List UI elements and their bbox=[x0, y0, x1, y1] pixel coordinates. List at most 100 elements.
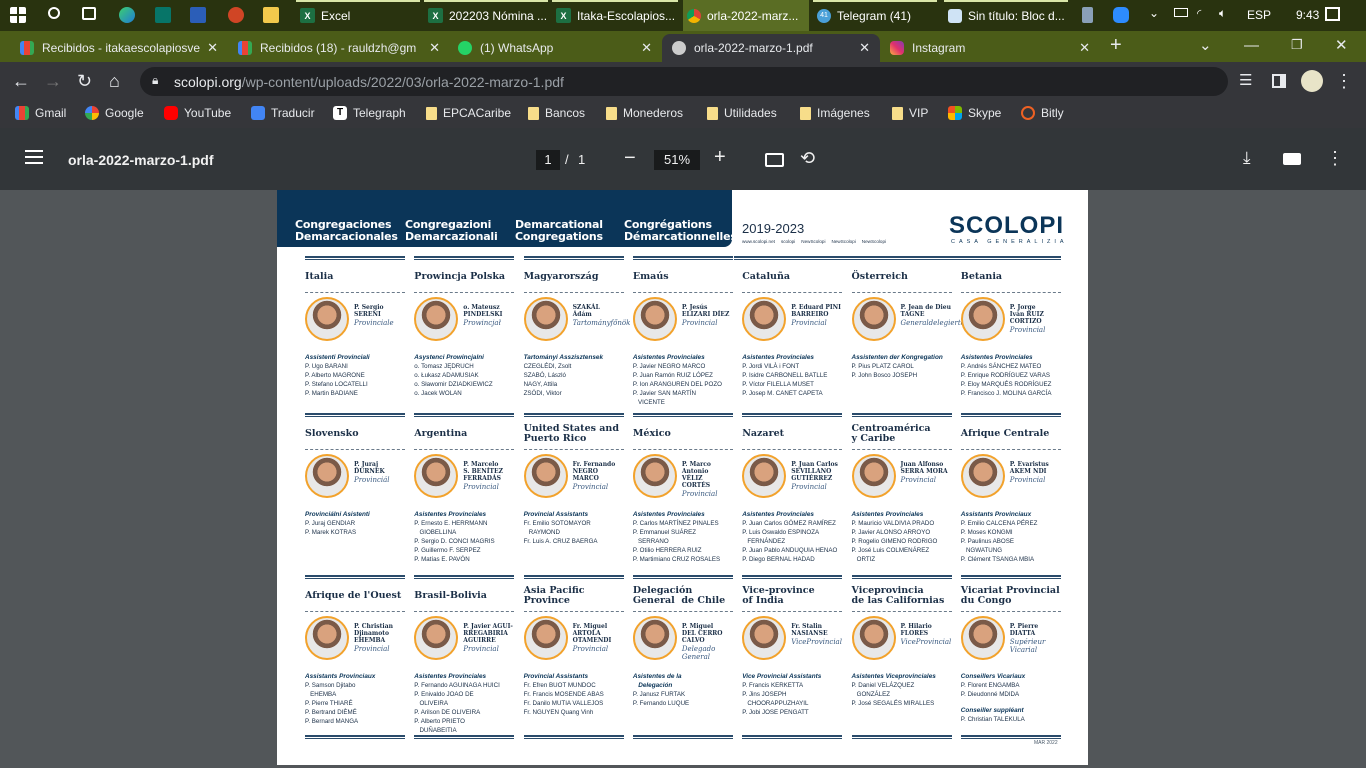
bookmark-traducir[interactable]: Traducir bbox=[251, 106, 315, 120]
task-view-icon[interactable] bbox=[82, 7, 96, 20]
dashed-divider bbox=[742, 449, 843, 450]
social-instagram[interactable]: NewScolopi bbox=[861, 239, 887, 244]
taskbar-app-chrome[interactable]: orla-2022-marz... bbox=[683, 0, 809, 31]
download-icon[interactable]: ⤓ bbox=[1243, 148, 1251, 167]
demarcation-card: Brasil-Bolivia P. Javier AGUI- RREGABIRI… bbox=[414, 575, 515, 735]
forward-icon[interactable]: → bbox=[44, 71, 62, 91]
dashed-divider bbox=[851, 611, 952, 612]
more-menu-icon[interactable]: ⋮ bbox=[1335, 71, 1353, 91]
zoom-level-input[interactable]: 51% bbox=[654, 150, 700, 170]
menu-icon[interactable] bbox=[25, 150, 43, 164]
assistant-name: Fr. Emilio SOTOMAYOR RAYMOND bbox=[523, 520, 591, 536]
assistant-name: Fr. NGUYEN Quang Vinh bbox=[523, 708, 594, 716]
tab-gmail-itaka[interactable]: Recibidos - itakaescolapiosve ✕ bbox=[10, 34, 228, 62]
taskbar-app-telegram[interactable]: 41 Telegram (41) bbox=[813, 0, 937, 31]
notifications-icon[interactable] bbox=[1325, 7, 1340, 21]
side-panel-icon[interactable] bbox=[1272, 74, 1286, 88]
social-facebook[interactable]: scolopi bbox=[780, 239, 796, 244]
search-icon[interactable] bbox=[48, 7, 60, 19]
assistants-label: Provincial Assistants bbox=[523, 511, 588, 518]
rotate-icon[interactable]: ⟲ bbox=[800, 148, 816, 168]
print-icon[interactable] bbox=[1283, 153, 1301, 165]
provincial-name: P. Sergio SERENI bbox=[354, 304, 384, 318]
taskbar-app-notepad[interactable]: Sin título: Bloc d... bbox=[944, 0, 1068, 31]
tab-search-chevron-icon[interactable]: ⌄ bbox=[1199, 37, 1212, 54]
demarcation-card: Argentina P. Marcelo S. BENÍTEZ FERRADÁS… bbox=[414, 413, 515, 573]
zoom-app-icon[interactable] bbox=[1113, 7, 1129, 23]
provincial-photo bbox=[414, 454, 459, 498]
browser-tab-strip: Recibidos - itakaescolapiosve ✕ Recibidos… bbox=[0, 31, 1366, 62]
bookmark-label: Bitly bbox=[1041, 106, 1064, 120]
calculator-icon[interactable] bbox=[1082, 7, 1093, 23]
back-icon[interactable]: ← bbox=[12, 71, 30, 91]
page-number-input[interactable]: 1 bbox=[536, 150, 560, 170]
close-tab-icon[interactable]: ✕ bbox=[859, 40, 870, 55]
bookmark-folder-bancos[interactable]: Bancos bbox=[528, 106, 585, 120]
restore-button[interactable]: ❐ bbox=[1291, 37, 1303, 52]
bookmark-folder-imagenes[interactable]: Imágenes bbox=[800, 106, 870, 120]
demarcation-card: Emaús P. Jesús ELIZARI DÍEZ Provincial As… bbox=[632, 256, 733, 416]
assistant-name: P. Christian TALEKULA bbox=[960, 715, 1025, 723]
tab-gmail-rauldzh[interactable]: Recibidos (18) - rauldzh@gm ✕ bbox=[228, 34, 450, 62]
reload-icon[interactable]: ↻ bbox=[77, 71, 93, 91]
telegram-icon: 41 bbox=[817, 8, 831, 23]
bookmark-gmail[interactable]: Gmail bbox=[15, 106, 66, 120]
taskbar-app-excel-nomina[interactable]: X 202203 Nómina ... bbox=[424, 0, 548, 31]
bookmark-skype[interactable]: Skype bbox=[948, 106, 1001, 120]
close-tab-icon[interactable]: ✕ bbox=[1079, 40, 1090, 55]
file-explorer-icon[interactable] bbox=[263, 7, 279, 23]
assistant-name: P. Diego BERNAL HADAD bbox=[742, 555, 815, 563]
bookmark-folder-monederos[interactable]: Monederos bbox=[606, 106, 683, 120]
bookmark-folder-epcacaribe[interactable]: EPCACaribe bbox=[426, 106, 511, 120]
zoom-out-icon[interactable]: − bbox=[624, 147, 636, 169]
social-web[interactable]: www.scolopi.net bbox=[742, 239, 775, 244]
close-tab-icon[interactable]: ✕ bbox=[641, 40, 652, 55]
assistant-name: P. Jins JOSEPH CHOORAPPUZHAYIL bbox=[742, 690, 809, 707]
close-tab-icon[interactable]: ✕ bbox=[207, 40, 218, 55]
section-rule bbox=[851, 413, 952, 417]
publisher-icon[interactable] bbox=[155, 7, 171, 23]
social-youtube[interactable]: NewScolopi bbox=[831, 239, 856, 244]
language-indicator[interactable]: ESP bbox=[1247, 8, 1272, 22]
volume-icon[interactable]: 🔈︎ bbox=[1219, 6, 1227, 20]
bookmark-bitly[interactable]: Bitly bbox=[1021, 106, 1064, 120]
bookmark-youtube[interactable]: YouTube bbox=[164, 106, 231, 120]
more-actions-icon[interactable]: ⋮ bbox=[1326, 148, 1344, 168]
clock[interactable]: 9:43 bbox=[1296, 8, 1320, 22]
word-icon[interactable] bbox=[190, 7, 206, 23]
close-window-button[interactable]: ✕ bbox=[1335, 37, 1348, 54]
address-bar[interactable]: 🔒︎ scolopi.org/wp-content/uploads/2022/0… bbox=[140, 67, 1228, 96]
new-tab-button[interactable]: + bbox=[1110, 34, 1122, 56]
windows-start-icon[interactable] bbox=[10, 7, 26, 23]
fit-to-page-icon[interactable] bbox=[765, 153, 784, 167]
assistants-label: Conseiller suppléant bbox=[960, 706, 1024, 714]
provincial-block: P. Juraj ĎURNEK Provinciál bbox=[354, 461, 418, 484]
chevron-up-icon[interactable]: ⌄ bbox=[1149, 6, 1160, 20]
media-control-icon[interactable]: ☰ bbox=[1239, 72, 1253, 89]
profile-avatar[interactable] bbox=[1301, 70, 1323, 92]
assistant-name: P. Eloy MARQUÉS RODRÍGUEZ bbox=[960, 380, 1052, 388]
demarcation-card: Afrique de l'Ouest P. Christian Djinamot… bbox=[305, 575, 405, 735]
bookmark-telegraph[interactable]: T Telegraph bbox=[333, 106, 406, 120]
bookmark-google[interactable]: Google bbox=[85, 106, 144, 120]
powerpoint-icon[interactable] bbox=[228, 7, 244, 23]
social-twitter[interactable]: NewScolopi bbox=[801, 239, 826, 244]
assistants-label: Tartományi Asszisztensek bbox=[523, 354, 604, 361]
minimize-button[interactable]: — bbox=[1244, 36, 1259, 54]
tab-whatsapp[interactable]: (1) WhatsApp ✕ bbox=[448, 34, 662, 62]
bookmark-label: EPCACaribe bbox=[443, 106, 512, 120]
taskbar-app-excel[interactable]: X Excel bbox=[296, 0, 420, 31]
battery-icon[interactable] bbox=[1174, 8, 1188, 17]
bookmark-folder-vip[interactable]: VIP bbox=[892, 106, 928, 120]
bookmark-folder-utilidades[interactable]: Utilidades bbox=[707, 106, 777, 120]
tab-instagram[interactable]: Instagram ✕ bbox=[880, 34, 1100, 62]
taskbar-app-excel-itaka[interactable]: X Itaka-Escolapios... bbox=[552, 0, 678, 31]
zoom-in-icon[interactable]: + bbox=[714, 146, 726, 168]
edge-icon[interactable] bbox=[119, 7, 135, 23]
close-tab-icon[interactable]: ✕ bbox=[429, 40, 440, 55]
home-icon[interactable]: ⌂ bbox=[109, 71, 120, 91]
tab-orla-pdf[interactable]: orla-2022-marzo-1.pdf ✕ bbox=[662, 34, 880, 62]
tab-title: Instagram bbox=[912, 41, 966, 55]
assistant-name: NAGY, Attila bbox=[523, 380, 558, 388]
wifi-icon[interactable]: ◜ bbox=[1197, 8, 1202, 20]
